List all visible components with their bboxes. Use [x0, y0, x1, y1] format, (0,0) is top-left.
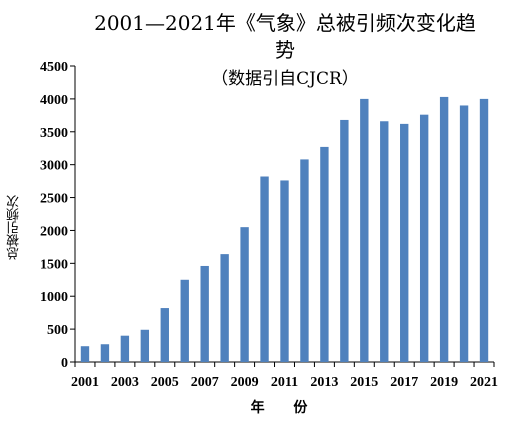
y-tick-label: 4000	[40, 93, 68, 108]
bar-2021	[479, 98, 489, 362]
y-tick-label: 2500	[40, 192, 68, 207]
y-tick-label: 2000	[40, 224, 68, 239]
bar-2010	[260, 176, 269, 362]
chart-subtitle: （数据引自CJCR）	[211, 69, 359, 89]
y-tick-label: 1500	[40, 257, 68, 272]
y-tick-label: 0	[61, 356, 68, 371]
bar-2015	[360, 98, 369, 362]
x-tick-label: 2005	[151, 375, 179, 390]
y-tick-label: 500	[47, 323, 68, 338]
x-tick-label: 2019	[430, 375, 458, 390]
bar-2003	[120, 335, 130, 362]
bar-2009	[240, 227, 249, 362]
bar-2007	[200, 265, 209, 362]
bar-2017	[400, 123, 409, 362]
x-tick-label: 2021	[470, 375, 498, 390]
chart-title-line-2: 势	[275, 38, 295, 62]
x-axis-label: 年 份	[250, 400, 320, 416]
x-tick-label: 2011	[271, 375, 298, 390]
bar-2020	[459, 105, 469, 362]
bar-2016	[380, 121, 389, 363]
bar-2013	[320, 146, 329, 362]
x-tick-label: 2017	[390, 375, 418, 390]
bar-2008	[220, 254, 229, 362]
bar-2019	[439, 96, 449, 362]
bar-2006	[180, 279, 189, 362]
x-tick-label: 2013	[310, 375, 338, 390]
bar-2001	[80, 346, 90, 362]
bar-2012	[300, 159, 309, 362]
bar-2014	[340, 119, 349, 362]
bar-2004	[140, 329, 150, 362]
chart-title-line-1: 2001—2021年《气象》总被引频次变化趋	[94, 11, 476, 35]
bar-2002	[100, 344, 110, 362]
bar-2011	[280, 180, 289, 362]
bar-2018	[419, 114, 429, 362]
x-tick-label: 2001	[71, 375, 99, 390]
x-tick-label: 2003	[111, 375, 139, 390]
y-tick-label: 3000	[40, 159, 68, 174]
x-tick-label: 2009	[231, 375, 259, 390]
x-tick-label: 2015	[350, 375, 378, 390]
y-tick-label: 4500	[40, 60, 68, 75]
y-tick-label: 1000	[40, 290, 68, 305]
x-tick-label: 2007	[191, 375, 219, 390]
y-tick-label: 3500	[40, 126, 68, 141]
bar-2005	[160, 308, 169, 362]
